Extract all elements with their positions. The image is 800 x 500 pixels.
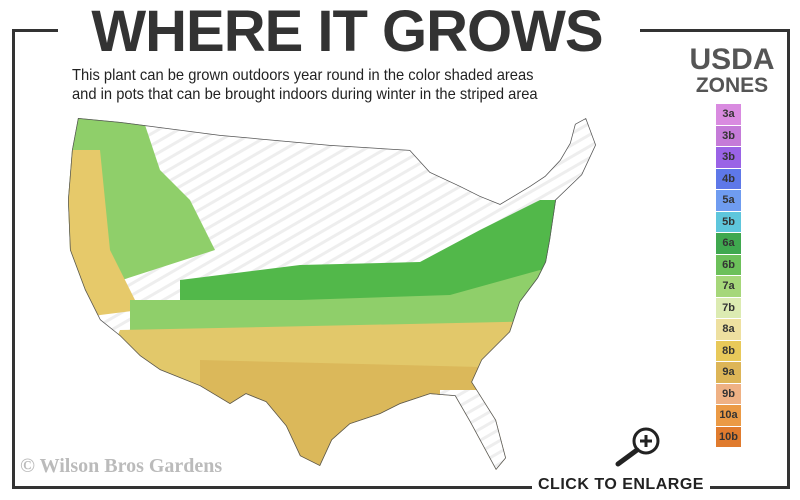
frame-bottom bbox=[12, 486, 790, 489]
florida-striped bbox=[440, 390, 520, 470]
zone-legend: 3a 3b 3b 4b 5a 5b 6a 6b 7a 7b 8a 8b 9a 9b 10a 10b bbox=[716, 104, 741, 448]
legend-zone-3a: 3a bbox=[716, 104, 741, 125]
click-to-enlarge-button[interactable]: CLICK TO ENLARGE bbox=[532, 476, 710, 494]
legend-zone-9a: 9a bbox=[716, 362, 741, 383]
legend-title-line: ZONES bbox=[695, 74, 769, 97]
legend-zone-5b: 5b bbox=[716, 211, 741, 232]
legend-zone-4b: 4b bbox=[716, 168, 741, 189]
zone-9 bbox=[200, 360, 596, 470]
legend-zone-5a: 5a bbox=[716, 190, 741, 211]
legend-zone-10b: 10b bbox=[716, 426, 741, 447]
legend-zone-8a: 8a bbox=[716, 319, 741, 340]
legend-zone-6b: 6b bbox=[716, 254, 741, 275]
page-title: WHERE IT GROWS bbox=[91, 0, 603, 64]
legend-zone-7a: 7a bbox=[716, 276, 741, 297]
subtitle-line: and in pots that can be brought indoors … bbox=[72, 86, 538, 103]
legend-zone-8b: 8b bbox=[716, 340, 741, 361]
copyright-watermark: © Wilson Bros Gardens bbox=[20, 455, 223, 477]
legend-zone-7b: 7b bbox=[716, 297, 741, 318]
frame-top-right bbox=[640, 29, 790, 32]
legend-zone-3b: 3b bbox=[716, 147, 741, 168]
magnifier-plus-icon[interactable] bbox=[610, 424, 664, 468]
subtitle-line: This plant can be grown outdoors year ro… bbox=[72, 67, 534, 84]
legend-title: USDA ZONES bbox=[672, 45, 792, 97]
legend-zone-9b: 9b bbox=[716, 383, 741, 404]
legend-zone-6a: 6a bbox=[716, 233, 741, 254]
subtitle: This plant can be grown outdoors year ro… bbox=[72, 66, 606, 104]
frame-right bbox=[787, 29, 790, 489]
map-regions bbox=[68, 118, 596, 470]
frame-top-left bbox=[12, 29, 58, 32]
legend-zone-3b: 3b bbox=[716, 125, 741, 146]
legend-zone-10a: 10a bbox=[716, 405, 741, 426]
legend-title-line: USDA bbox=[689, 43, 775, 76]
frame-left bbox=[12, 29, 15, 489]
